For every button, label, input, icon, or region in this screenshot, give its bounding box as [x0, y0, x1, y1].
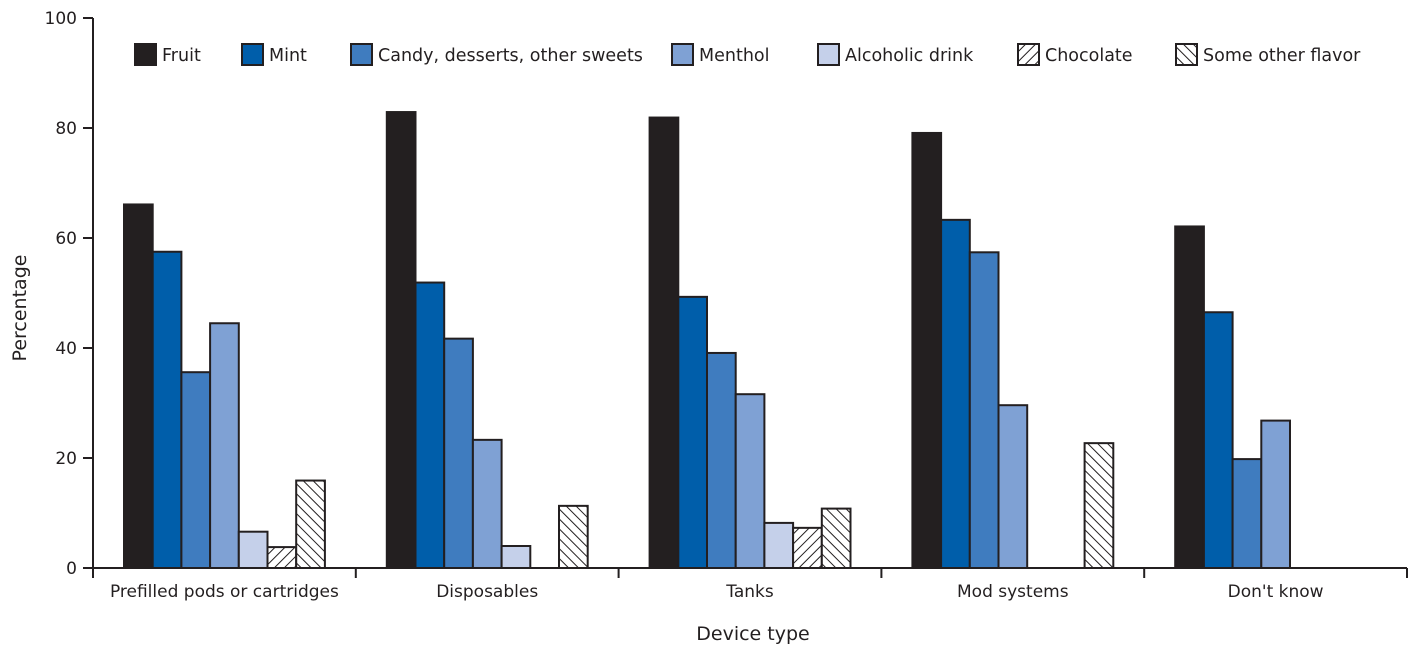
bar-disposables-candy-desserts-other-sweets	[443, 337, 474, 569]
bar-tanks-mint	[677, 295, 708, 569]
bar-tanks-fruit	[648, 116, 680, 570]
bar-don-t-know-mint	[1202, 311, 1234, 569]
x-tick-label: Tanks	[725, 582, 774, 602]
bar-tanks-alcoholic-drink	[763, 521, 795, 570]
bar-prefilled-pods-or-cartridges-candy-desserts-other-sweets	[180, 371, 212, 570]
bar-prefilled-pods-or-cartridges-some-other-flavor	[295, 479, 326, 569]
x-axis-title: Device type	[696, 623, 809, 645]
bar-tanks-candy-desserts-other-sweets	[706, 351, 737, 570]
y-tick-label: 60	[55, 229, 77, 249]
bar-disposables-mint	[414, 281, 446, 569]
legend-label-some-other-flavor: Some other flavor	[1203, 46, 1361, 66]
bar-mod-systems-some-other-flavor	[1083, 442, 1115, 569]
y-tick-label: 80	[55, 119, 77, 139]
legend-label-fruit: Fruit	[162, 46, 201, 66]
x-tick-label: Prefilled pods or cartridges	[110, 582, 339, 602]
bar-mod-systems-menthol	[997, 404, 1029, 570]
y-axis-title: Percentage	[9, 255, 31, 362]
axes-layer: 0 20 40 60 80 100 Prefilled pods or cartridges…	[45, 9, 1408, 602]
bar-disposables-fruit	[385, 111, 417, 570]
bar-tanks-chocolate	[792, 526, 823, 569]
bar-tanks-some-other-flavor	[820, 507, 852, 570]
y-tick-label: 0	[66, 559, 77, 579]
bar-disposables-menthol	[471, 438, 503, 569]
bar-prefilled-pods-or-cartridges-menthol	[209, 322, 240, 569]
bar-mod-systems-mint	[940, 218, 971, 569]
legend: Fruit Mint Candy, desserts, other sweets Me…	[134, 43, 1361, 66]
legend-swatch-some-other-flavor	[1175, 43, 1198, 66]
bar-prefilled-pods-or-cartridges-alcoholic-drink	[237, 530, 269, 570]
legend-swatch-mint	[241, 43, 264, 66]
y-tick-label: 100	[45, 9, 77, 29]
bar-disposables-some-other-flavor	[558, 504, 589, 570]
bar-don-t-know-fruit	[1174, 225, 1205, 569]
bar-prefilled-pods-or-cartridges-mint	[151, 250, 183, 569]
legend-swatch-fruit	[134, 43, 157, 66]
legend-label-candy-desserts-other-sweets: Candy, desserts, other sweets	[378, 46, 643, 66]
bar-prefilled-pods-or-cartridges-fruit	[123, 203, 154, 569]
bar-tanks-menthol	[734, 393, 766, 570]
legend-label-alcoholic-drink: Alcoholic drink	[845, 46, 974, 66]
bar-prefilled-pods-or-cartridges-chocolate	[266, 546, 298, 569]
x-tick-label: Disposables	[436, 582, 538, 602]
legend-swatch-chocolate	[1017, 43, 1040, 66]
legend-label-mint: Mint	[269, 46, 307, 66]
bars-layer	[123, 111, 1292, 570]
legend-swatch-alcoholic-drink	[817, 43, 840, 66]
bar-mod-systems-fruit	[911, 131, 943, 569]
legend-label-chocolate: Chocolate	[1045, 46, 1133, 66]
y-tick-label: 40	[55, 339, 77, 359]
bar-disposables-alcoholic-drink	[500, 545, 532, 569]
bar-mod-systems-candy-desserts-other-sweets	[968, 251, 1000, 570]
bar-don-t-know-candy-desserts-other-sweets	[1231, 458, 1263, 570]
y-tick-label: 20	[55, 449, 77, 469]
x-tick-label: Don't know	[1228, 582, 1324, 602]
legend-swatch-candy-desserts-other-sweets	[350, 43, 373, 66]
legend-swatch-menthol	[671, 43, 694, 66]
bar-don-t-know-menthol	[1260, 419, 1292, 569]
x-tick-label: Mod systems	[957, 582, 1069, 602]
legend-label-menthol: Menthol	[699, 46, 769, 66]
